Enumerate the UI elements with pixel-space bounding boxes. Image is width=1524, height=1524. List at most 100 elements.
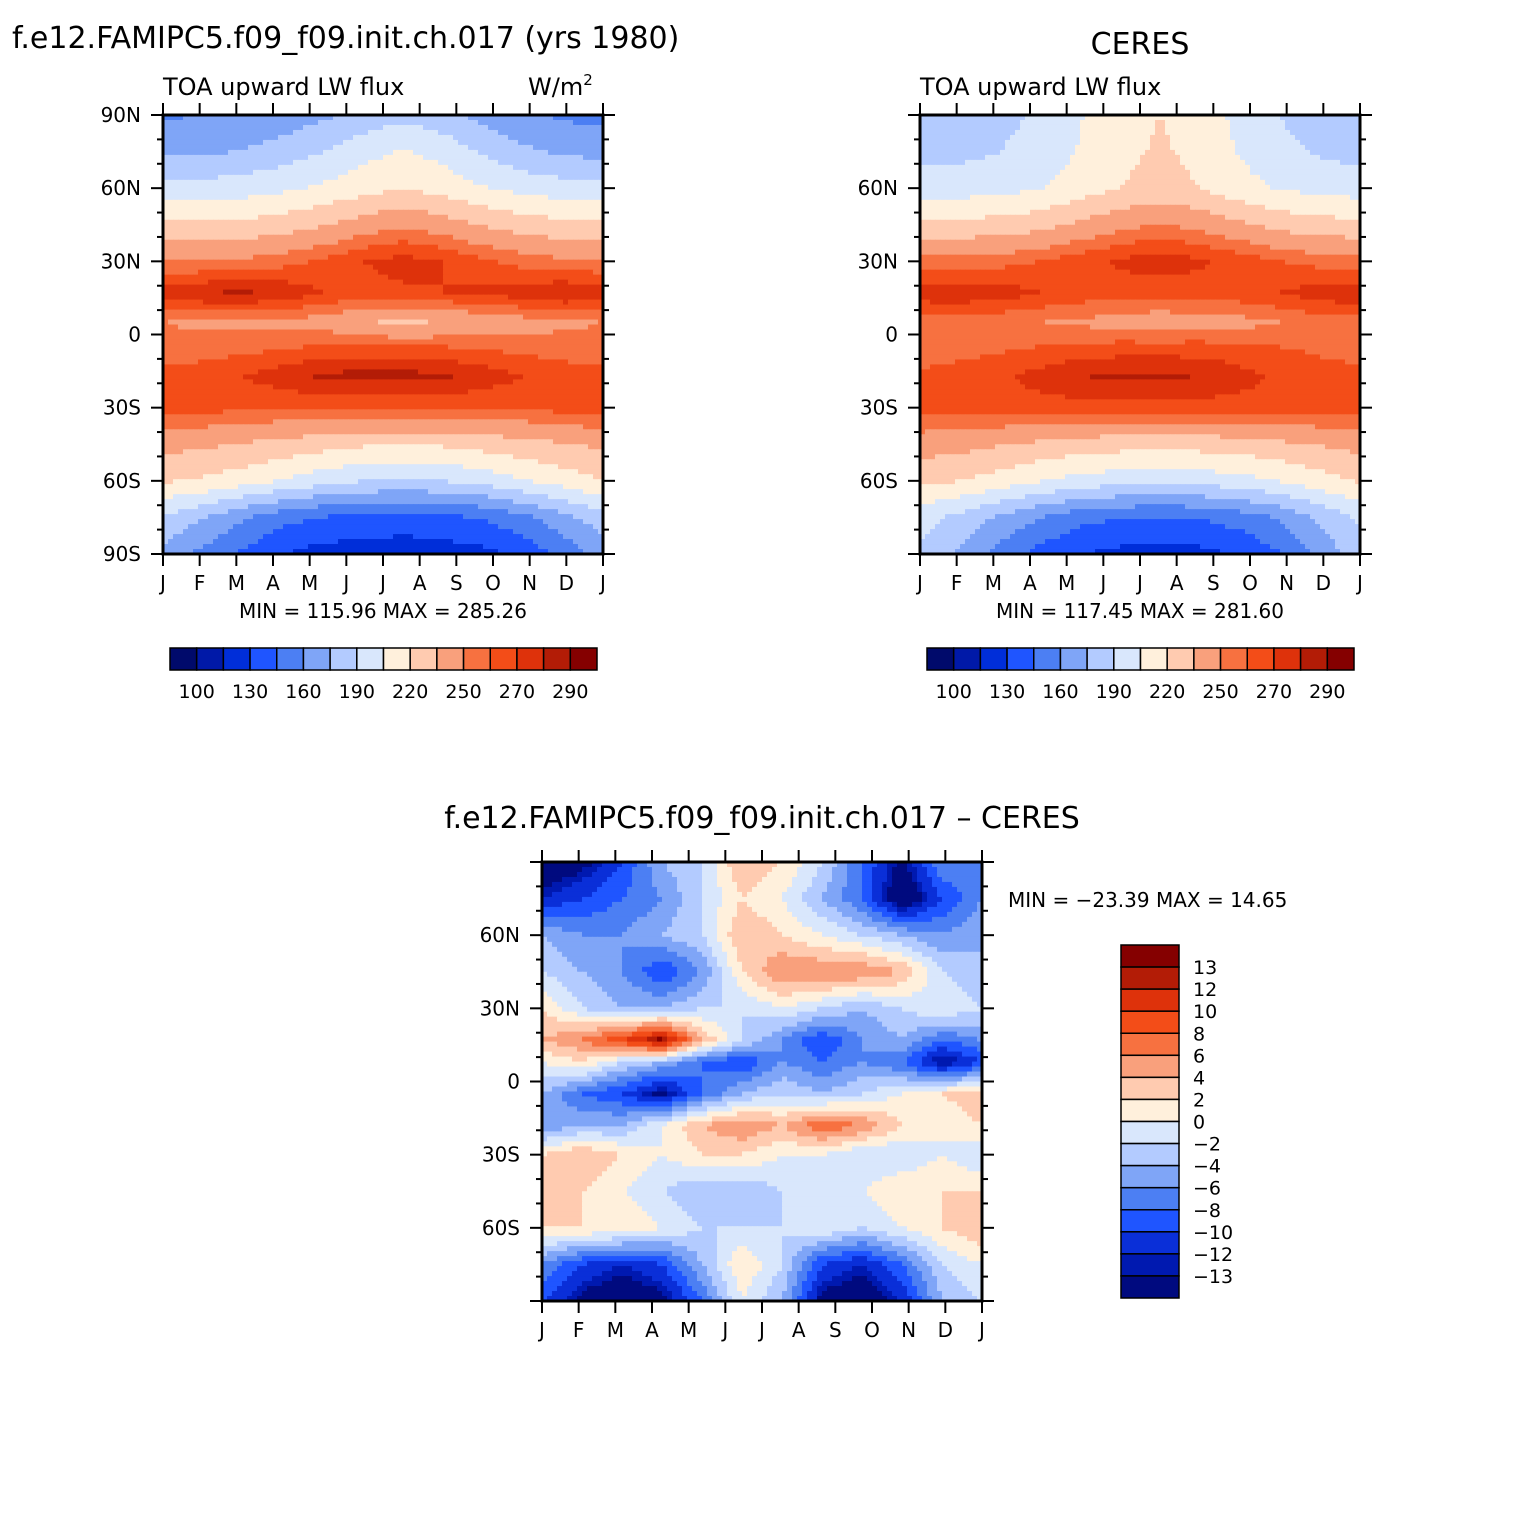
contour-cell	[593, 389, 599, 395]
contour-cell	[163, 164, 169, 171]
contour-cell	[543, 209, 549, 216]
contour-cell	[428, 349, 434, 356]
contour-cell	[288, 344, 294, 351]
contour-cell	[323, 354, 329, 361]
contour-cell	[503, 139, 509, 146]
contour-cell	[408, 289, 414, 296]
contour-cell	[198, 214, 204, 221]
contour-cell	[403, 379, 409, 385]
contour-cell	[333, 349, 339, 356]
contour-cell	[413, 164, 419, 171]
contour-cell	[288, 329, 294, 336]
contour-cell	[308, 154, 314, 161]
contour-cell	[553, 354, 559, 361]
contour-cell	[243, 149, 249, 156]
contour-cell	[533, 239, 539, 246]
contour-cell	[428, 394, 434, 400]
contour-cell	[248, 119, 254, 126]
contour-cell	[183, 139, 189, 146]
contour-cell	[263, 344, 269, 351]
contour-cell	[203, 389, 209, 395]
contour-cell	[258, 244, 264, 251]
contour-cell	[363, 129, 369, 136]
contour-cell	[428, 214, 434, 221]
contour-cell	[173, 239, 179, 246]
contour-cell	[188, 249, 194, 256]
contour-cell	[323, 344, 329, 351]
contour-cell	[573, 115, 579, 121]
contour-cell	[438, 154, 444, 161]
contour-cell	[528, 199, 534, 206]
contour-cell	[483, 309, 489, 316]
contour-cell	[368, 234, 374, 241]
contour-cell	[218, 274, 224, 281]
contour-cell	[253, 154, 259, 161]
contour-cell	[503, 269, 509, 276]
contour-cell	[458, 159, 464, 166]
contour-cell	[533, 179, 539, 186]
contour-cell	[238, 384, 244, 390]
contour-cell	[593, 279, 599, 286]
contour-cell	[558, 229, 564, 236]
contour-cell	[208, 314, 214, 321]
contour-cell	[233, 374, 239, 380]
contour-cell	[488, 129, 494, 136]
contour-cell	[263, 329, 269, 336]
contour-cell	[418, 229, 424, 236]
contour-cell	[588, 115, 594, 121]
contour-cell	[378, 264, 384, 271]
contour-cell	[408, 264, 414, 271]
contour-cell	[303, 204, 309, 211]
contour-cell	[203, 139, 209, 146]
contour-cell	[163, 115, 169, 121]
contour-cell	[218, 269, 224, 276]
contour-cell	[238, 189, 244, 196]
contour-cell	[533, 124, 539, 131]
contour-cell	[183, 239, 189, 246]
contour-cell	[523, 324, 529, 331]
contour-cell	[348, 304, 354, 311]
contour-cell	[343, 319, 349, 326]
contour-cell	[433, 115, 439, 121]
contour-cell	[223, 129, 229, 136]
contour-cell	[208, 259, 214, 266]
contour-cell	[383, 164, 389, 171]
contour-cell	[288, 349, 294, 356]
contour-cell	[243, 234, 249, 241]
contour-cell	[188, 384, 194, 390]
contour-cell	[403, 254, 409, 261]
contour-cell	[318, 129, 324, 136]
contour-cell	[323, 394, 329, 400]
contour-cell	[463, 374, 469, 380]
contour-cell	[193, 154, 199, 161]
contour-cell	[528, 115, 534, 121]
contour-cell	[328, 364, 334, 371]
contour-cell	[313, 349, 319, 356]
contour-cell	[328, 115, 334, 121]
contour-cell	[593, 304, 599, 311]
contour-cell	[553, 244, 559, 251]
contour-cell	[238, 394, 244, 400]
contour-cell	[573, 359, 579, 366]
contour-cell	[373, 324, 379, 331]
contour-cell	[318, 229, 324, 236]
contour-cell	[393, 115, 399, 121]
contour-cell	[303, 189, 309, 196]
contour-cell	[438, 199, 444, 206]
contour-cell	[268, 329, 274, 336]
contour-cell	[343, 259, 349, 266]
contour-cell	[303, 254, 309, 261]
contour-cell	[328, 314, 334, 321]
contour-cell	[338, 119, 344, 126]
contour-cell	[483, 229, 489, 236]
contour-cell	[448, 269, 454, 276]
contour-cell	[588, 159, 594, 166]
contour-cell	[443, 149, 449, 156]
contour-cell	[228, 389, 234, 395]
contour-cell	[248, 184, 254, 191]
contour-cell	[458, 394, 464, 400]
contour-cell	[308, 379, 314, 385]
contour-cell	[233, 329, 239, 336]
contour-cell	[238, 209, 244, 216]
contour-cell	[183, 304, 189, 311]
